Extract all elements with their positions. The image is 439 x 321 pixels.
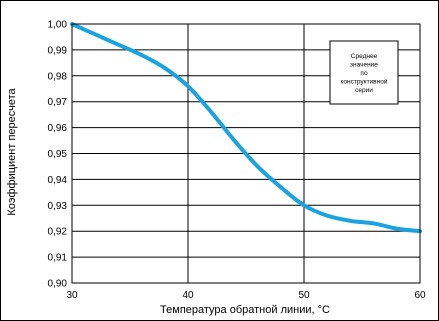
annotation-line: значение bbox=[350, 62, 378, 69]
y-tick-label: 0,97 bbox=[48, 97, 68, 108]
y-tick-label: 0,93 bbox=[48, 201, 68, 212]
y-tick-label: 0,94 bbox=[48, 175, 68, 186]
x-axis-label: Температура обратной линии, °C bbox=[160, 304, 330, 316]
y-tick-label: 0,95 bbox=[48, 149, 68, 160]
y-tick-label: 0,91 bbox=[48, 253, 68, 264]
y-tick-label: 0,96 bbox=[48, 123, 68, 134]
annotation-line: Среднее bbox=[351, 53, 378, 60]
y-axis-label: Коэффициент пересчета bbox=[6, 87, 18, 215]
annotation-line: серии bbox=[355, 87, 373, 94]
y-tick-label: 0,98 bbox=[48, 71, 68, 82]
annotation-box: Среднее значение по конструктивной серии bbox=[329, 40, 399, 105]
y-tick-label: 0,92 bbox=[48, 227, 68, 238]
x-tick-label: 30 bbox=[66, 290, 78, 301]
x-tick-label: 50 bbox=[298, 290, 310, 301]
y-tick-label: 0,90 bbox=[48, 279, 68, 290]
y-tick-label: 1,00 bbox=[48, 20, 68, 31]
x-tick-label: 60 bbox=[414, 290, 426, 301]
series-line bbox=[70, 22, 422, 234]
annotation-border bbox=[329, 40, 399, 105]
y-tick-label: 0,99 bbox=[48, 45, 68, 56]
tick-labels: 0,90 0,91 0,92 0,93 0,94 0,95 0,96 0,97 0,98 0,99… bbox=[48, 20, 426, 302]
annotation-text: Среднее значение по конструктивной серии bbox=[341, 53, 388, 94]
annotation-line: по bbox=[360, 70, 368, 77]
x-tick-label: 40 bbox=[182, 290, 194, 301]
plot-area bbox=[71, 23, 421, 284]
annotation-line: конструктивной bbox=[341, 78, 388, 86]
